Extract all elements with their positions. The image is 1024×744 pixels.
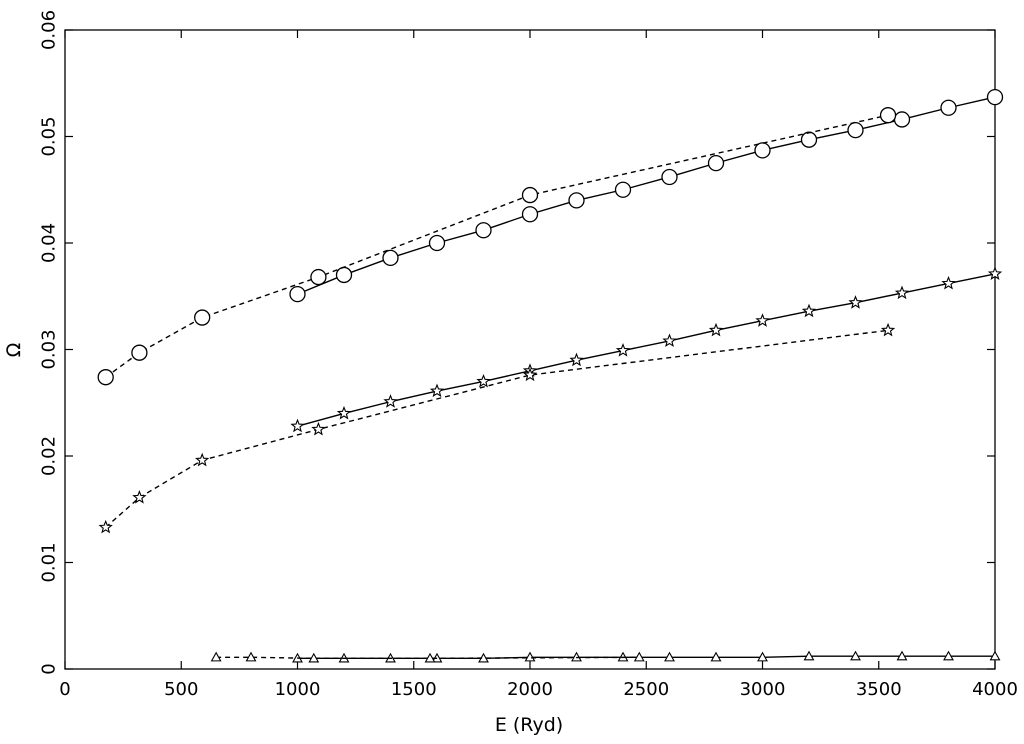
- data-point-circle: [131, 344, 148, 361]
- data-point-star: [894, 285, 910, 300]
- x-tick-label: 0: [59, 679, 70, 700]
- series-circle-dashed: [97, 107, 897, 386]
- series-triangle-dashed: [210, 651, 645, 663]
- series-line: [297, 655, 995, 660]
- data-point-triangle: [803, 650, 815, 661]
- y-tick-label: 0.06: [39, 10, 60, 50]
- y-tick-label: 0.05: [39, 116, 60, 156]
- x-tick-label: 3000: [740, 679, 786, 700]
- data-point-triangle: [664, 651, 675, 662]
- data-point-circle: [986, 88, 1004, 106]
- data-point-triangle: [245, 651, 257, 662]
- data-point-triangle: [210, 651, 222, 662]
- data-point-circle: [428, 234, 446, 252]
- data-point-circle: [289, 285, 306, 303]
- data-point-circle: [521, 186, 539, 204]
- data-point-circle: [521, 206, 539, 223]
- data-point-circle: [568, 192, 585, 209]
- data-point-star: [569, 352, 584, 367]
- data-point-circle: [940, 99, 957, 116]
- data-point-circle: [800, 131, 818, 148]
- data-point-star: [615, 343, 631, 357]
- series-layer: [97, 88, 1004, 663]
- x-tick-label: 4000: [972, 679, 1018, 700]
- data-point-star: [476, 373, 491, 388]
- data-point-circle: [879, 107, 897, 124]
- data-point-circle: [382, 249, 399, 267]
- series-line: [297, 273, 996, 427]
- y-axis-label: Ω: [3, 343, 25, 358]
- data-point-circle: [661, 168, 678, 186]
- y-tick-label: 0.01: [39, 542, 60, 582]
- series-star-dashed: [98, 322, 896, 534]
- data-point-circle: [475, 222, 492, 239]
- data-point-star: [987, 266, 1003, 280]
- data-point-circle: [194, 309, 211, 326]
- x-tick-label: 1000: [275, 679, 321, 700]
- series-line: [297, 96, 996, 295]
- x-axis-ticks: 0 500 1000 1500 2000 2500 3000 3500 4000: [59, 30, 1018, 700]
- data-point-star: [290, 418, 305, 433]
- series-star-solid: [290, 266, 1003, 433]
- data-point-star: [195, 452, 210, 467]
- data-point-star: [311, 421, 326, 436]
- data-point-star: [755, 313, 770, 327]
- data-point-triangle: [633, 651, 645, 662]
- data-point-star: [708, 322, 724, 337]
- y-axis-ticks: 0 0.01 0.02 0.03 0.04 0.05 0.06: [39, 10, 995, 675]
- series-line: [216, 656, 640, 660]
- data-point-star: [941, 275, 956, 290]
- y-tick-label: 0.03: [39, 329, 60, 369]
- data-point-star: [662, 333, 677, 348]
- x-tick-label: 500: [164, 679, 198, 700]
- series-line: [105, 114, 889, 378]
- data-point-star: [522, 367, 538, 382]
- data-point-triangle: [989, 650, 1001, 661]
- series-triangle-solid: [292, 650, 1001, 663]
- data-point-star: [429, 383, 445, 398]
- data-point-circle: [754, 142, 771, 159]
- x-tick-label: 3500: [856, 679, 902, 700]
- data-point-triangle: [757, 651, 768, 662]
- x-tick-label: 2500: [623, 679, 669, 700]
- data-point-triangle: [710, 651, 722, 662]
- y-tick-label: 0.02: [39, 436, 60, 476]
- data-point-circle: [707, 154, 725, 172]
- data-point-star: [383, 394, 398, 408]
- data-point-triangle: [308, 652, 320, 663]
- data-point-triangle: [850, 650, 861, 661]
- data-point-triangle: [424, 652, 436, 663]
- data-point-star: [848, 295, 863, 309]
- data-point-triangle: [896, 650, 908, 661]
- data-point-star: [801, 303, 817, 318]
- data-point-triangle: [524, 651, 536, 662]
- data-point-circle: [97, 369, 114, 386]
- series-circle-solid: [289, 88, 1004, 303]
- x-tick-label: 1500: [391, 679, 437, 700]
- data-point-circle: [847, 121, 864, 139]
- data-point-triangle: [943, 650, 954, 661]
- data-point-circle: [310, 268, 327, 286]
- data-point-circle: [335, 266, 353, 284]
- y-tick-label: 0: [39, 663, 60, 674]
- data-point-star: [880, 322, 896, 337]
- data-point-star: [336, 405, 352, 420]
- data-point-circle: [614, 181, 632, 198]
- data-point-star: [132, 490, 147, 504]
- x-axis-label: E (Ryd): [495, 714, 563, 736]
- data-point-circle: [893, 111, 911, 128]
- y-tick-label: 0.04: [39, 223, 60, 263]
- data-point-triangle: [571, 651, 582, 662]
- series-line: [105, 329, 889, 528]
- x-tick-label: 2000: [507, 679, 553, 700]
- data-point-star: [98, 519, 113, 534]
